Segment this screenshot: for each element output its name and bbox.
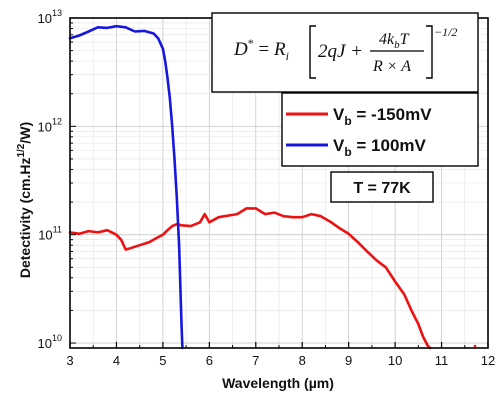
x-tick-label: 9 (345, 353, 352, 368)
x-tick-label: 8 (299, 353, 306, 368)
svg-text:Vb = 100mV: Vb = 100mV (333, 136, 427, 159)
svg-text:D* = Ri: D* = Ri (233, 36, 289, 63)
series-line-0 (68, 207, 432, 350)
temperature-box: T = 77K (330, 171, 434, 203)
x-tick-label: 4 (113, 353, 120, 368)
x-tick-label: 11 (435, 353, 449, 368)
x-tick-label: 7 (252, 353, 259, 368)
svg-text:T = 77K: T = 77K (353, 180, 411, 197)
x-tick-label: 3 (66, 353, 73, 368)
x-tick-label: 12 (481, 353, 495, 368)
svg-text:4kbT: 4kbT (379, 31, 410, 51)
y-tick-label: 1011 (38, 225, 62, 243)
svg-text:−1/2: −1/2 (434, 25, 457, 39)
y-tick-label: 1013 (38, 8, 62, 26)
y-axis-title: Detectivity (cm.Hz1/2/W) (16, 122, 33, 278)
y-tick-label: 1012 (38, 116, 62, 134)
y-tick-label: 1010 (38, 333, 62, 351)
svg-text:R × A: R × A (372, 58, 411, 75)
svg-text:Vb = -150mV: Vb = -150mV (333, 105, 432, 128)
x-axis-title: Wavelength (µm) (222, 375, 334, 391)
x-tick-label: 6 (206, 353, 213, 368)
legend-item-red: Vb = -150mV (286, 105, 432, 128)
x-tick-label: 5 (159, 353, 166, 368)
y-tick-labels: 1010 1011 1012 1013 (38, 8, 62, 351)
series-line-1 (68, 24, 184, 350)
equation-box: D* = Ri 2qJ + 4kbT R × A −1/2 (211, 12, 479, 93)
legend: Vb = -150mV Vb = 100mV (281, 92, 479, 167)
svg-text:2qJ +: 2qJ + (318, 41, 363, 62)
legend-item-blue: Vb = 100mV (286, 136, 427, 159)
tick-marks (69, 22, 489, 349)
x-tick-labels: 3 4 5 6 7 8 9 10 11 12 (66, 353, 495, 368)
x-tick-label: 10 (388, 353, 402, 368)
series-layer (68, 24, 477, 350)
